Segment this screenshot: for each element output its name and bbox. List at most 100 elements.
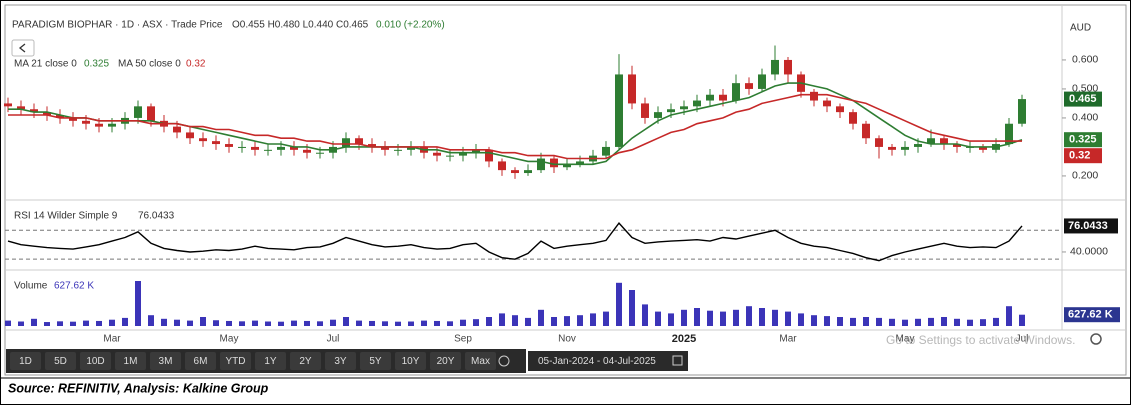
period-button-label: 10Y [402, 356, 420, 367]
candle-body [95, 123, 103, 127]
candle-body [641, 103, 649, 118]
candle-body [1018, 99, 1026, 124]
candle-body [433, 152, 441, 156]
volume-bar [512, 315, 518, 326]
volume-bar [447, 321, 453, 326]
volume-bar [330, 319, 336, 326]
candle-body [784, 59, 792, 75]
period-button[interactable] [80, 352, 111, 370]
period-button[interactable] [220, 352, 251, 370]
volume-bar [785, 311, 791, 326]
volume-bar [408, 321, 414, 326]
candle-body [485, 149, 493, 162]
rsi-line [7, 222, 1023, 262]
period-button-label: 6M [194, 356, 208, 367]
period-button-label: 10D [86, 356, 104, 367]
candle-body [147, 106, 155, 121]
candle-body [524, 170, 532, 174]
candle-body [732, 83, 740, 101]
volume-bar [109, 319, 115, 326]
x-tick-label: Jul [1016, 334, 1029, 345]
price-label-box [1064, 148, 1102, 164]
price-label: 0.32 [1069, 150, 1090, 162]
period-button[interactable] [10, 352, 41, 370]
period-button[interactable] [185, 352, 216, 370]
candle-body [615, 74, 623, 147]
period-button[interactable] [115, 352, 146, 370]
volume-bar [980, 319, 986, 326]
volume-bar [395, 321, 401, 326]
period-button[interactable] [45, 352, 76, 370]
candle-body [940, 138, 948, 145]
volume-bar [798, 313, 804, 326]
collapse-button[interactable] [11, 39, 35, 57]
y-tick-label: 0.400 [1072, 112, 1098, 124]
volume-bar [252, 320, 258, 326]
volume-bar [681, 309, 687, 326]
volume-bar [967, 319, 973, 326]
volume-bar [291, 320, 297, 326]
candle-body [719, 94, 727, 101]
calendar-icon [672, 355, 683, 366]
candle-body [134, 106, 142, 118]
candle-body [264, 149, 272, 151]
candle-body [238, 146, 246, 148]
volume-bar [993, 317, 999, 326]
volume-bar [31, 318, 37, 326]
candle-body [472, 149, 480, 153]
candle-body [290, 146, 298, 150]
volume-bar [174, 319, 180, 326]
period-button[interactable] [360, 352, 391, 370]
rsi-label: 76.0433 [1068, 220, 1108, 232]
period-button-label: 1D [19, 356, 32, 367]
candle-body [771, 59, 779, 75]
candle-body [316, 152, 324, 154]
volume-bar [83, 320, 89, 326]
period-button[interactable] [325, 352, 356, 370]
candle-body [30, 109, 38, 113]
volume-bar [148, 315, 154, 326]
x-tick-label: Mar [103, 334, 121, 345]
x-tick-label: Jul [327, 334, 340, 345]
volume-bar [382, 321, 388, 326]
volume-bar [772, 309, 778, 326]
volume-label-box [1064, 307, 1120, 323]
collapse-icon [18, 43, 26, 53]
candle-body [446, 155, 454, 157]
volume-bar [551, 317, 557, 326]
period-button-label: 1Y [264, 356, 277, 367]
date-range-box[interactable] [528, 351, 688, 371]
volume-bar [824, 316, 830, 326]
volume-bar [694, 308, 700, 326]
candle-body [693, 100, 701, 107]
add-range-icon[interactable] [498, 355, 510, 367]
currency: AUD [1070, 23, 1091, 34]
volume-bar [746, 306, 752, 326]
volume-bar [720, 311, 726, 326]
period-button[interactable] [430, 352, 461, 370]
chart-title: PARADIGM BIOPHAR · 1D · ASX · Trade Pric… [12, 20, 223, 31]
period-button[interactable] [255, 352, 286, 370]
volume-bar [616, 282, 622, 326]
period-button[interactable] [465, 352, 496, 370]
candle-body [498, 161, 506, 171]
price-label-box [1064, 91, 1102, 107]
volume-bar [564, 316, 570, 326]
candle-body [758, 74, 766, 89]
candle-body [667, 109, 675, 113]
period-button[interactable] [290, 352, 321, 370]
volume-bar [811, 315, 817, 326]
settings-icon[interactable] [1090, 333, 1102, 345]
volume-bar [473, 319, 479, 326]
period-button[interactable] [150, 352, 181, 370]
price-label-box [1064, 132, 1102, 148]
volume-bar [707, 310, 713, 326]
candle-body [953, 144, 961, 147]
period-button-label: 5Y [369, 356, 382, 367]
candle-body [862, 123, 870, 139]
volume-bar [733, 309, 739, 326]
period-button[interactable] [395, 352, 426, 370]
candle-body [927, 138, 935, 145]
moving-average [8, 93, 1022, 160]
candle-body [43, 112, 51, 116]
